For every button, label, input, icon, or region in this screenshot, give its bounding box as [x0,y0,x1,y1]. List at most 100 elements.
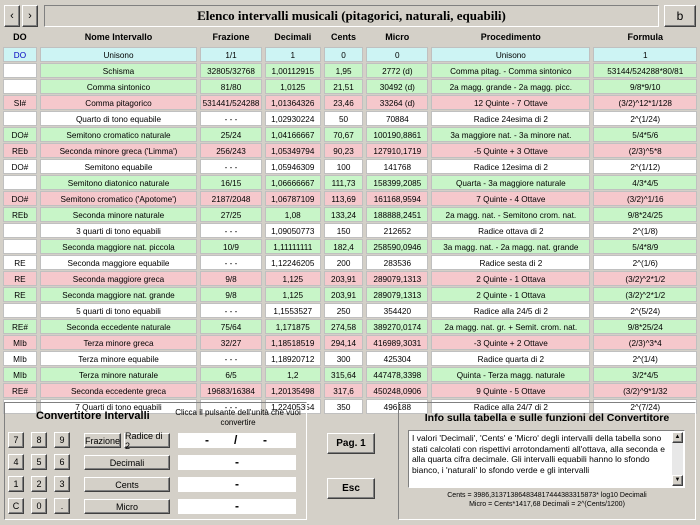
header-micro: Micro [366,30,429,46]
procedimento-cell: Radice quarta di 2 [431,350,591,367]
name-cell: 5 quarti di tono equabili [39,302,198,319]
key-2-button[interactable]: 2 [31,476,47,492]
note-cell: MIb [3,366,37,383]
procedimento-cell: Radice 12esima di 2 [431,158,591,175]
frazione-cell: 27/25 [200,206,262,223]
converter-panel [4,402,307,520]
decimali-cell: 1,125 [264,286,321,303]
table-row: DO Unisono 1/1 1 0 0 Unisono 1 [3,47,698,63]
micro-cell: 283536 [366,254,429,271]
cents-cell: 182,4 [323,238,364,255]
frazione-cell: 6/5 [200,366,262,383]
info-title: Info sulla tabella e sulle funzioni del … [424,412,670,424]
header-do: DO [3,30,37,46]
frazione-cell: - - - [200,158,262,175]
decimali-cell: 1,05946309 [264,158,321,175]
cents-button[interactable]: Cents [84,477,170,492]
key-1-button[interactable]: 1 [8,476,24,492]
cents-field[interactable]: - [178,477,296,492]
name-cell: Seconda minore naturale [39,206,198,223]
decimali-cell: 1,02930224 [264,110,321,127]
key-decimal-button[interactable]: . [54,498,70,514]
name-cell: 3 quarti di tono equabili [39,222,198,239]
micro-cell: 2772 (d) [366,62,429,79]
table-row: 5 quarti di tono equabili - - -1,1553527 2… [3,302,698,319]
frazione-field[interactable]: - / - [178,433,296,448]
cents-cell: 294,14 [323,334,364,351]
frazione-cell: - - - [200,350,262,367]
micro-cell: 389270,0174 [366,318,429,335]
note-cell: REb [3,206,37,223]
decimali-cell: 1,06787109 [264,190,321,207]
table-row: RE# Seconda eccedente greca 19683/16384 1,2… [3,382,698,399]
key-6-button[interactable]: 6 [54,454,70,470]
b-button[interactable]: b [664,5,696,27]
info-textbox[interactable]: I valori 'Decimali', 'Cents' e 'Micro' d… [408,430,685,488]
micro-button[interactable]: Micro [84,499,170,514]
table-row: REb Seconda minore naturale 27/25 1,08 133,2… [3,206,698,223]
header-procedimento: Procedimento [431,30,591,46]
frazione-cell: 1/1 [200,47,262,63]
cents-cell: 0 [323,47,364,63]
decimali-button[interactable]: Decimali [84,455,170,470]
frazione-cell: 25/24 [200,126,262,143]
formula-cell: (3/2)^12*1/128 [593,94,698,111]
key-3-button[interactable]: 3 [54,476,70,492]
decimali-cell: 1,171875 [264,318,321,335]
next-page-button[interactable]: › [22,5,38,27]
note-cell [3,62,37,79]
key-8-button[interactable]: 8 [31,432,47,448]
key-clear-button[interactable]: C [8,498,24,514]
cents-cell: 203,91 [323,286,364,303]
frazione-denominator: - [263,433,267,447]
micro-cell: 33264 (d) [366,94,429,111]
note-cell [3,78,37,95]
frazione-cell: 81/80 [200,78,262,95]
table-row: REb Seconda minore greca ('Limma') 256/243… [3,142,698,159]
name-cell: Unisono [39,47,198,63]
radice-di-2-button[interactable]: Radice di 2 [124,431,170,451]
cents-cell: 315,64 [323,366,364,383]
cents-cell: 113,69 [323,190,364,207]
cents-cell: 250 [323,302,364,319]
formula-cell: 2^(1/8) [593,222,698,239]
frazione-cell: 9/8 [200,270,262,287]
previous-page-button[interactable]: ‹ [4,5,20,27]
key-9-button[interactable]: 9 [54,432,70,448]
decimali-cell: 1,18920712 [264,350,321,367]
decimali-cell: 1,12246205 [264,254,321,271]
micro-field[interactable]: - [178,499,296,514]
key-0-button[interactable]: 0 [31,498,47,514]
info-scrollbar[interactable]: ▲ ▼ [672,432,683,486]
decimali-field[interactable]: - [178,455,296,470]
procedimento-cell: 7 Quinte - 4 Ottave [431,190,591,207]
frazione-cell: 32/27 [200,334,262,351]
table-row: MIb Terza minore naturale 6/5 1,2 315,64 4474… [3,366,698,383]
micro-cell: 354420 [366,302,429,319]
note-cell: RE [3,286,37,303]
micro-cell: 127910,1719 [366,142,429,159]
cents-cell: 21,51 [323,78,364,95]
cents-cell: 203,91 [323,270,364,287]
note-cell [3,174,37,191]
formula-cell: (2/3)^3*4 [593,334,698,351]
key-5-button[interactable]: 5 [31,454,47,470]
esc-button[interactable]: Esc [327,478,375,499]
scroll-down-icon[interactable]: ▼ [672,475,683,486]
scroll-up-icon[interactable]: ▲ [672,432,683,443]
procedimento-cell: 2 Quinte - 1 Ottava [431,270,591,287]
key-4-button[interactable]: 4 [8,454,24,470]
key-7-button[interactable]: 7 [8,432,24,448]
frazione-button[interactable]: Frazione [84,433,121,448]
cents-cell: 300 [323,350,364,367]
micro-cell: 450248,0906 [366,382,429,399]
cents-cell: 70,67 [323,126,364,143]
formula-cell: 9/8*24/25 [593,206,698,223]
procedimento-cell: Radice sesta di 2 [431,254,591,271]
procedimento-cell: -3 Quinte + 2 Ottave [431,334,591,351]
page-button[interactable]: Pag. 1 [327,433,375,454]
table-row: Schisma 32805/32768 1,00112915 1,95 2772 (d)… [3,62,698,79]
note-cell [3,302,37,319]
frazione-cell: 32805/32768 [200,62,262,79]
